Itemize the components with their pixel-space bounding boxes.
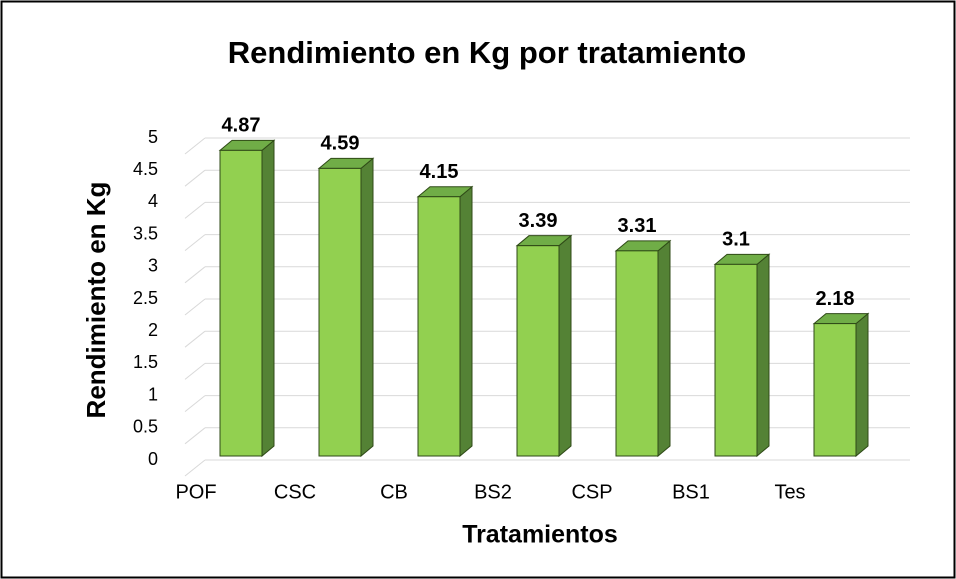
y-tick-label: 0.5	[133, 417, 158, 437]
y-axis-title: Rendimiento en Kg	[81, 182, 111, 419]
plot-area: 0 0.5 1 1.5 2 2.5 3 3.5 4 4.5 5 POF 4.87 CSC 4.59 CB 4.1…	[133, 115, 910, 503]
value-label: 4.15	[420, 161, 459, 183]
y-tick-label: 5	[148, 127, 158, 147]
bar	[615, 250, 659, 457]
y-tick-label: 1.5	[133, 352, 158, 372]
grid-line-depth	[184, 363, 206, 380]
bar-side	[261, 139, 275, 458]
value-label: 2.18	[816, 288, 855, 310]
chart-title: Rendimiento en Kg por tratamiento	[228, 35, 746, 70]
value-label: 4.59	[321, 133, 360, 155]
grid-line-depth	[184, 137, 206, 155]
grid-line-depth	[184, 330, 206, 348]
x-axis-title: Tratamientos	[462, 521, 618, 549]
grid-line-depth	[184, 395, 206, 412]
x-tick-label: CSC	[274, 481, 316, 503]
grid-line-depth	[184, 234, 206, 251]
bar-side	[756, 253, 770, 458]
grid-line-depth	[184, 459, 206, 477]
bar-side	[360, 157, 374, 458]
bar-side	[657, 239, 671, 458]
grid-line-depth	[184, 298, 206, 316]
x-tick-label: POF	[175, 481, 216, 503]
bar	[516, 245, 560, 457]
y-tick-label: 4	[148, 191, 158, 211]
y-tick-label: 4.5	[133, 159, 158, 179]
y-tick-label: 3	[148, 256, 158, 276]
bar-side	[558, 234, 572, 458]
bar	[417, 196, 461, 457]
bar	[219, 149, 263, 457]
value-label: 3.31	[618, 215, 657, 237]
x-tick-label: CB	[380, 481, 408, 503]
y-tick-label: 2	[148, 320, 158, 340]
bar-side	[855, 312, 869, 458]
y-tick-label: 3.5	[133, 223, 158, 243]
value-label: 4.87	[222, 115, 261, 137]
value-label: 3.39	[519, 210, 558, 232]
y-tick-label: 1	[148, 384, 158, 404]
x-tick-label: BS2	[474, 481, 512, 503]
x-tick-label: Tes	[774, 481, 805, 503]
grid-line-depth	[184, 169, 206, 187]
y-tick-label: 2.5	[133, 288, 158, 308]
value-label: 3.1	[722, 229, 750, 251]
grid-line-depth	[184, 266, 206, 284]
x-tick-label: CSP	[571, 481, 612, 503]
bar	[813, 323, 857, 457]
grid-line-depth	[184, 202, 206, 219]
grid-line-depth	[184, 427, 206, 445]
bar	[318, 167, 362, 457]
bar	[714, 263, 758, 457]
x-tick-label: BS1	[672, 481, 710, 503]
y-tick-label: 0	[148, 449, 158, 469]
bar-side	[459, 185, 473, 458]
